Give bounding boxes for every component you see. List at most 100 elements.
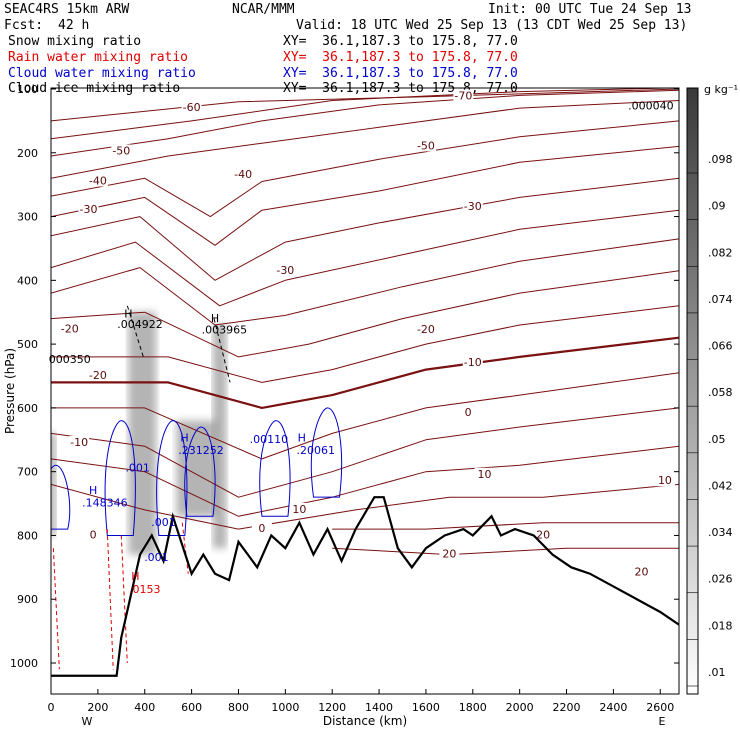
contour-label-bg [462, 199, 483, 212]
rain-water-contours [52, 522, 189, 670]
contour-label-bg [631, 565, 652, 578]
rain-water-contour [181, 522, 189, 574]
rain-water-contour [106, 529, 114, 670]
cloud-ice-contour [213, 318, 231, 383]
temperature-isotherm [51, 209, 679, 307]
colorbar-tick-label: .018 [708, 619, 733, 632]
x-tick-label: 2600 [646, 701, 674, 714]
colorbar-tick-label: .074 [708, 293, 733, 306]
forecast-hour: 42 h [58, 18, 90, 33]
contour-label-bg [275, 263, 296, 276]
contour-label: 0 [90, 528, 97, 541]
contour-label: 10 [478, 468, 492, 481]
contour-label: -30 [464, 200, 482, 213]
y-tick-label: 800 [17, 529, 38, 542]
max-annotation: .148346 [82, 497, 128, 510]
contour-label: 0 [465, 406, 472, 419]
x-tick-label: 2200 [553, 701, 581, 714]
field-snow-xy: XY= 36.1,187.3 to 175.8, 77.0 [283, 34, 518, 49]
x-tick-label: 2000 [506, 701, 534, 714]
y-tick-label: 700 [17, 466, 38, 479]
y-tick-label: 500 [17, 338, 38, 351]
contour-label: -20 [417, 323, 435, 336]
contour-label: -20 [89, 369, 107, 382]
y-axis-label: Pressure (hPa) [3, 348, 17, 434]
rain-water-contour [52, 548, 60, 670]
contour-label: -20 [61, 322, 79, 335]
x-tick-label: 600 [181, 701, 202, 714]
contour-label: -40 [234, 168, 252, 181]
colorbar-tick-label: .01 [708, 666, 726, 679]
contour-label-bg [251, 522, 272, 535]
colorbar-tick-label: .058 [708, 386, 733, 399]
y-tick-label: 600 [17, 402, 38, 415]
colorbar-unit: g kg⁻¹ [704, 83, 738, 96]
field-rain-xy: XY= 36.1,187.3 to 175.8, 77.0 [283, 50, 518, 65]
cloud-water-contour [51, 464, 71, 530]
x-tick-label: 0 [48, 701, 55, 714]
max-annotation: .0153 [129, 583, 161, 596]
cloud-water-contour [104, 420, 136, 536]
colorbar-scale [686, 87, 699, 695]
max-annotation: .231252 [178, 444, 224, 457]
contour-label-bg [181, 101, 202, 114]
colorbar-tick-label: .05 [708, 433, 726, 446]
max-annotation: .000040 [628, 99, 674, 112]
contour-label: 20 [536, 528, 550, 541]
contour-label-bg [439, 547, 460, 560]
temperature-isotherm [51, 145, 679, 246]
max-annotation: H [124, 307, 132, 320]
snow-column [51, 433, 56, 536]
forecast-label: Fcst: [4, 18, 44, 33]
contour-label-bg [233, 168, 254, 181]
x-end-west: W [82, 715, 93, 728]
temperature-isotherm [51, 270, 679, 358]
contour-label-bg [87, 174, 108, 187]
contour-label-bg [654, 474, 675, 487]
x-tick-label: 1800 [459, 701, 487, 714]
cloud-water-contour [156, 420, 188, 536]
contour-label-bg [453, 89, 474, 102]
snow-shading [51, 312, 227, 555]
max-annotation: H [298, 432, 306, 445]
contour-label-bg [289, 502, 310, 515]
contour-label: -10 [464, 356, 482, 369]
y-tick-label: 200 [17, 147, 38, 160]
y-tick-label: 900 [17, 593, 38, 606]
max-annotation: .001 [125, 462, 150, 475]
source-label: NCAR/MMM [232, 2, 295, 17]
field-cloudwater-xy: XY= 36.1,187.3 to 175.8, 77.0 [283, 66, 518, 81]
init-time: Init: 00 UTC Tue 24 Sep 13 [488, 2, 692, 17]
contour-label: -10 [70, 436, 88, 449]
contour-label: -30 [80, 203, 98, 216]
temperature-isotherm [51, 336, 679, 409]
contour-label-bg [474, 467, 495, 480]
temperature-isotherm [51, 305, 679, 383]
contour-label-bg [458, 405, 479, 418]
contour-label: 20 [635, 565, 649, 578]
temperature-isotherm [51, 407, 679, 498]
x-tick-label: 1600 [412, 701, 440, 714]
max-annotation: .001 [151, 516, 176, 529]
chart-annotations: H.004922 H.003965.000040000350H.231252.00… [49, 99, 674, 595]
rain-water-contour [120, 535, 128, 664]
colorbar-tick-label: .066 [708, 340, 733, 353]
colorbar-tick-label: .042 [708, 479, 733, 492]
contour-label: 20 [442, 548, 456, 561]
y-tick-label: 300 [17, 211, 38, 224]
field-cloudwater-label: Cloud water mixing ratio [8, 66, 196, 81]
x-tick-label: 2400 [599, 701, 627, 714]
colorbar-tick-label: .026 [708, 573, 733, 586]
temperature-isotherm [51, 483, 679, 530]
colorbar-tick-label: .034 [708, 526, 733, 539]
contour-label: -60 [183, 101, 201, 114]
contour-label: 0 [258, 522, 265, 535]
field-snow-label: Snow mixing ratio [8, 34, 142, 49]
contour-label: 10 [658, 474, 672, 487]
temperature-isotherm [51, 120, 679, 218]
temperature-isotherm [332, 547, 679, 556]
temperature-isotherm [51, 238, 679, 326]
max-annotation: H [211, 312, 219, 325]
field-rain-label: Rain water mixing ratio [8, 50, 189, 65]
